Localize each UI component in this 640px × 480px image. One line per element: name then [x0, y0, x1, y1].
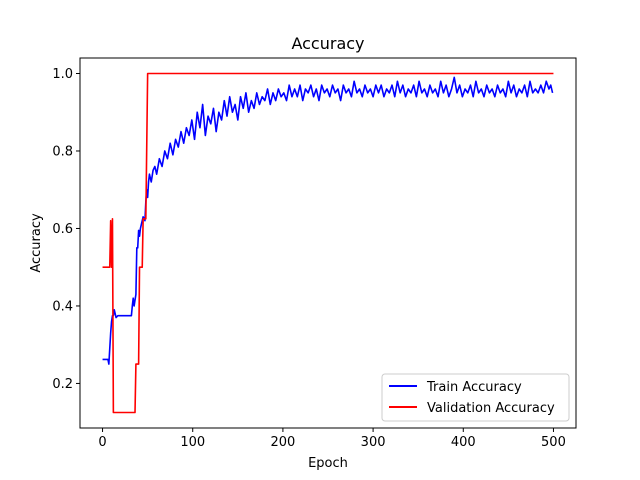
x-axis-ticks: 0 100 200 300 400 500: [98, 428, 566, 450]
x-tick-label: 100: [180, 435, 205, 450]
x-tick-label: 300: [361, 435, 386, 450]
y-axis-label: Accuracy: [29, 213, 44, 273]
x-tick-label: 200: [270, 435, 295, 450]
y-tick-label: 0.2: [52, 377, 73, 392]
x-tick-label: 500: [541, 435, 566, 450]
series-layer: [102, 72, 554, 414]
y-tick-label: 0.8: [52, 144, 73, 159]
plot-area: [79, 57, 577, 429]
axes-frame: [79, 57, 577, 429]
x-axis-label: Epoch: [308, 456, 348, 471]
x-tick-label: 400: [451, 435, 476, 450]
legend-label-validation-accuracy: Validation Accuracy: [427, 401, 555, 416]
chart-title: Accuracy: [291, 34, 364, 53]
y-tick-label: 1.0: [52, 67, 73, 82]
x-tick-label: 0: [98, 435, 106, 450]
y-tick-label: 0.4: [52, 299, 73, 314]
series-line-validation-accuracy: [102, 72, 554, 414]
legend-label-train-accuracy: Train Accuracy: [426, 380, 522, 395]
legend: Train Accuracy Validation Accuracy: [381, 373, 570, 422]
y-axis-ticks: 0.2 0.4 0.6 0.8 1.0: [52, 67, 80, 392]
series-line-train-accuracy: [102, 76, 554, 365]
legend-box: [381, 373, 570, 422]
y-tick-label: 0.6: [52, 222, 73, 237]
